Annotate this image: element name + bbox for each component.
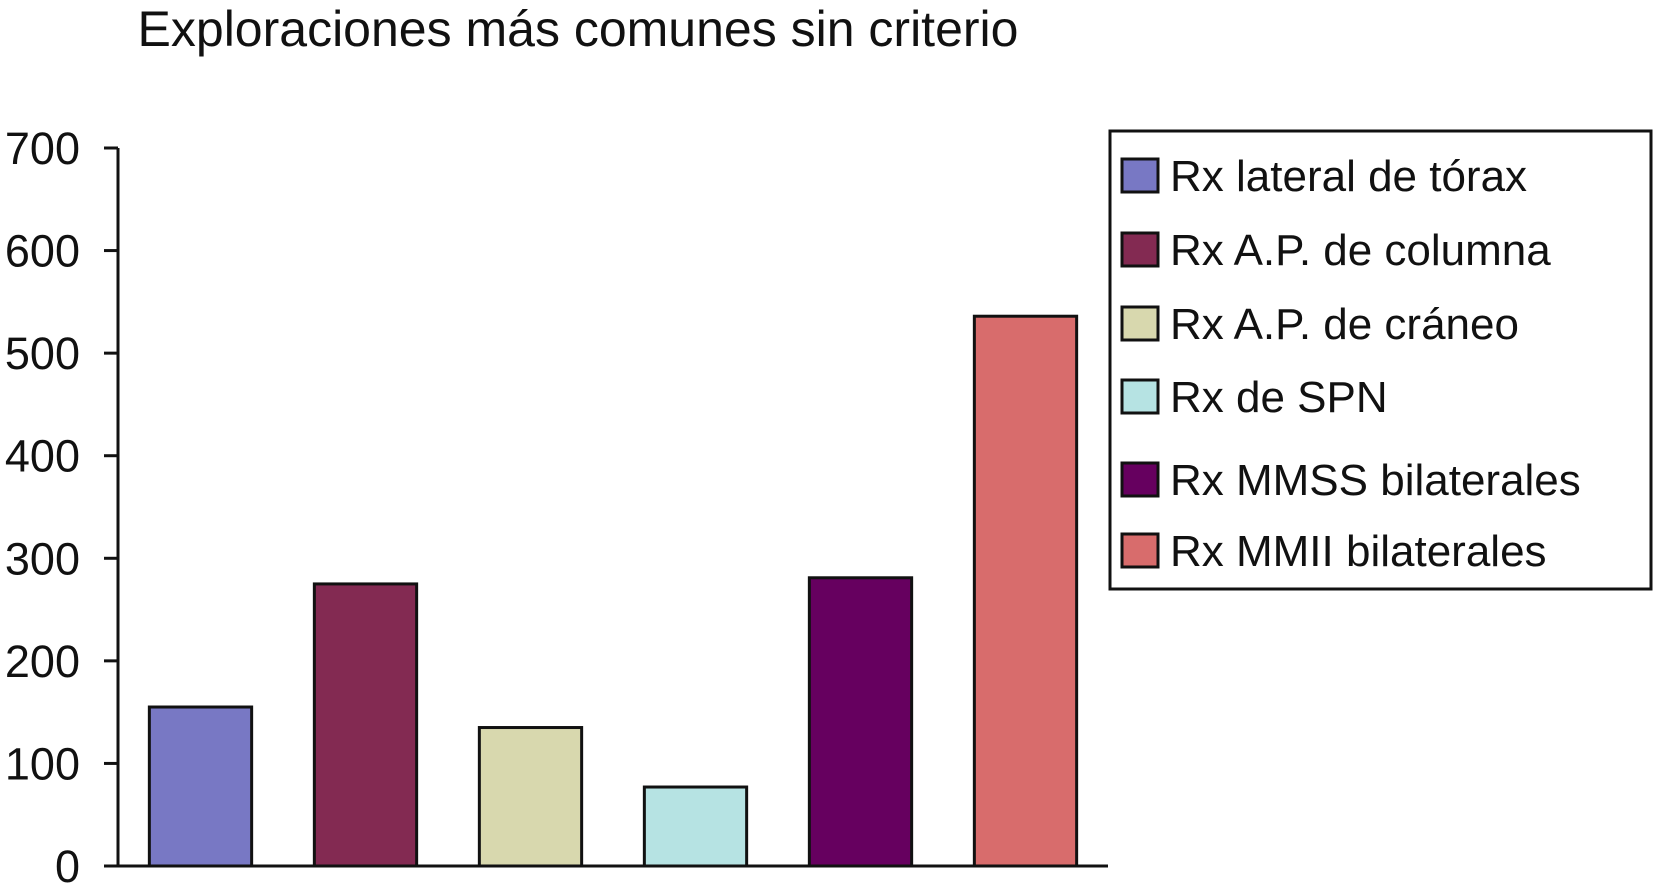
bar [147, 705, 254, 868]
y-tick-label: 300 [5, 533, 80, 584]
legend-label: Rx de SPN [1170, 373, 1388, 422]
y-tick-label: 100 [5, 738, 80, 789]
y-tick-label: 500 [5, 328, 80, 379]
bar [972, 314, 1079, 868]
legend-swatch [1120, 157, 1160, 194]
y-tick-label: 0 [55, 841, 80, 890]
y-tick-label: 600 [5, 226, 80, 277]
bars [147, 314, 1079, 868]
legend-box [1108, 129, 1653, 591]
legend: Rx lateral de tórax Rx A.P. de columna Rx … [1108, 129, 1653, 591]
legend-swatch [1120, 532, 1160, 569]
y-axis-ticks: 0 100 200 300 400 500 600 700 [5, 123, 118, 890]
legend-label: Rx lateral de tórax [1170, 152, 1527, 201]
bar [312, 582, 419, 868]
chart-title: Exploraciones más comunes sin criterio [138, 1, 1019, 57]
legend-label: Rx MMII bilaterales [1170, 527, 1547, 576]
legend-label: Rx A.P. de columna [1170, 226, 1551, 275]
legend-swatch [1120, 231, 1160, 268]
legend-label: Rx A.P. de cráneo [1170, 300, 1519, 349]
legend-label: Rx MMSS bilaterales [1170, 456, 1581, 505]
legend-swatch [1120, 461, 1160, 498]
bar [642, 785, 749, 868]
y-tick-label: 200 [5, 636, 80, 687]
bar [477, 726, 584, 868]
legend-swatch [1120, 378, 1160, 415]
y-tick-label: 700 [5, 123, 80, 174]
bar [807, 576, 914, 868]
y-tick-label: 400 [5, 431, 80, 482]
legend-swatch [1120, 305, 1160, 342]
